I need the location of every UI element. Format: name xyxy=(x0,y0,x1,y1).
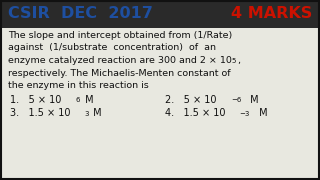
Text: 3.   1.5 × 10: 3. 1.5 × 10 xyxy=(10,109,70,118)
Text: −3: −3 xyxy=(239,111,249,116)
Text: M: M xyxy=(90,109,102,118)
Text: −6: −6 xyxy=(231,97,241,103)
Text: ,: , xyxy=(237,56,240,65)
Text: respectively. The Michaelis-Menten constant of: respectively. The Michaelis-Menten const… xyxy=(8,69,231,78)
Text: 4.   1.5 × 10: 4. 1.5 × 10 xyxy=(165,109,226,118)
Text: M: M xyxy=(82,95,94,105)
Text: 2.   5 × 10: 2. 5 × 10 xyxy=(165,95,217,105)
Text: 1.   5 × 10: 1. 5 × 10 xyxy=(10,95,61,105)
Bar xyxy=(0,0,320,28)
Text: 4 MARKS: 4 MARKS xyxy=(231,6,312,21)
Bar xyxy=(0,28,320,180)
Text: M: M xyxy=(247,95,259,105)
Text: enzyme catalyzed reaction are 300 and 2 × 10: enzyme catalyzed reaction are 300 and 2 … xyxy=(8,56,232,65)
Text: The slope and intercept obtained from (1/Rate): The slope and intercept obtained from (1… xyxy=(8,31,232,40)
Text: 5: 5 xyxy=(231,58,236,64)
Text: CSIR  DEC  2017: CSIR DEC 2017 xyxy=(8,6,153,21)
Text: against  (1/substrate  concentration)  of  an: against (1/substrate concentration) of a… xyxy=(8,44,216,53)
Text: 3: 3 xyxy=(84,111,89,116)
Text: 6: 6 xyxy=(76,97,81,103)
Text: the enzyme in this reaction is: the enzyme in this reaction is xyxy=(8,81,149,90)
Text: M: M xyxy=(256,109,268,118)
